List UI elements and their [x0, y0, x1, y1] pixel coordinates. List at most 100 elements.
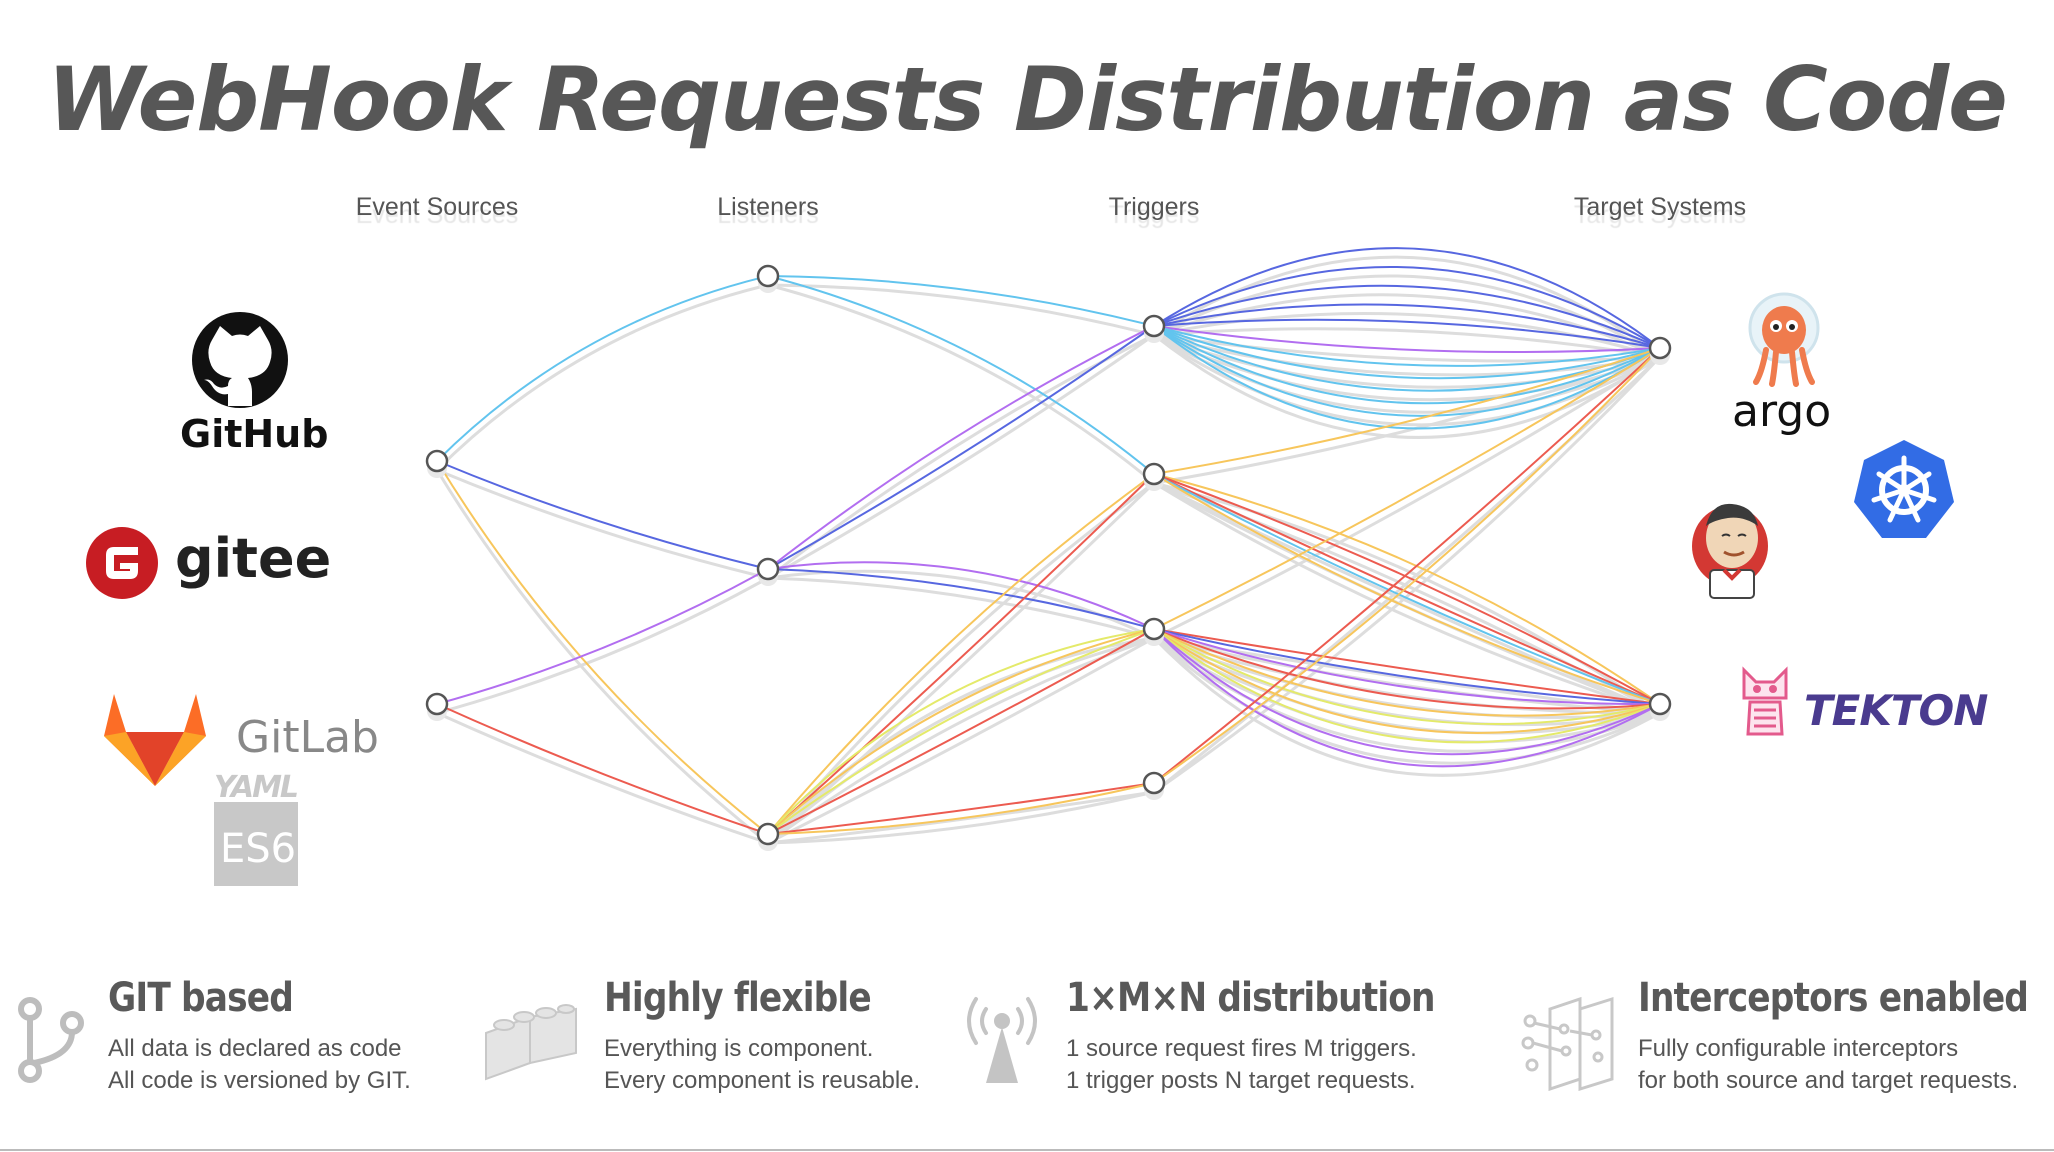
- edge-s2-l3: [436, 703, 769, 835]
- edge-s1-l2: [436, 460, 769, 570]
- edge-shadow: [1153, 355, 1661, 640]
- edge-l2-t1: [767, 325, 1155, 570]
- edge-t3-g1: [1153, 347, 1661, 630]
- edge-t3-g2: [1153, 628, 1661, 706]
- edge-shadow: [1153, 355, 1662, 794]
- edge-t2-g2: [1153, 473, 1661, 705]
- edge-t3-g2: [1153, 628, 1661, 744]
- edge-shadow: [435, 283, 769, 472]
- edge-t3-g2: [1153, 628, 1661, 768]
- edge-t1-g1: [1153, 318, 1661, 349]
- edge-t2-g2: [1153, 473, 1661, 705]
- edge-s2-l2: [436, 568, 769, 705]
- column-label-triggers: Triggers: [1108, 193, 1200, 221]
- edge-shadow: [1153, 636, 1661, 753]
- git-branch-icon: [18, 997, 84, 1083]
- column-label-listeners: Listeners: [717, 193, 819, 221]
- node-t2: [1142, 462, 1166, 486]
- feature-line-1: 1 source request fires M triggers.: [1066, 1035, 1417, 1062]
- edge-l1-t2: [767, 275, 1155, 475]
- node-t1: [1142, 314, 1166, 338]
- edge-t1-g1: [1153, 325, 1661, 417]
- edge-t1-g1: [1153, 325, 1661, 380]
- page-title: WebHook Requests Distribution as Code: [47, 48, 2008, 151]
- feature-line-2: All code is versioned by GIT.: [108, 1067, 411, 1094]
- edge-shadow: [767, 790, 1155, 845]
- node-t4: [1142, 771, 1166, 795]
- edge-l3-t4: [767, 782, 1155, 835]
- edge-s1-l3: [436, 460, 769, 835]
- edge-l1-t1: [767, 275, 1155, 327]
- edge-shadow: [435, 469, 769, 845]
- broadcast-antenna-icon: [967, 997, 1037, 1083]
- node-t3: [1142, 617, 1166, 641]
- feature-title: Interceptors enabled: [1638, 975, 2029, 1021]
- edge-shadow: [767, 333, 1155, 580]
- edges: [436, 247, 1661, 835]
- argo-logo-text: argo: [1732, 386, 1832, 437]
- edge-t1-g1: [1153, 303, 1661, 349]
- feature-line-2: Every component is reusable.: [604, 1067, 921, 1094]
- edge-t3-g2: [1153, 628, 1661, 734]
- edge-s1-l1: [436, 275, 769, 462]
- edge-t1-g1: [1153, 325, 1661, 430]
- tekton-logo-text: TEKTON: [1804, 686, 1988, 735]
- edge-t3-g2: [1153, 628, 1661, 756]
- edge-shadow: [1153, 255, 1661, 359]
- edge-l3-t3: [767, 628, 1155, 835]
- edge-shadow: [767, 333, 1155, 580]
- node-l3: [756, 822, 780, 846]
- edge-t1-g1: [1153, 247, 1661, 349]
- edge-shadow: [436, 468, 769, 580]
- feature-title: GIT based: [108, 975, 294, 1021]
- column-label-target-systems: Target Systems: [1573, 193, 1747, 221]
- gitee-icon: [86, 527, 158, 599]
- gitlab-icon: [102, 692, 208, 788]
- edge-l3-t2: [767, 473, 1155, 835]
- nodes: [425, 264, 1672, 851]
- edge-shadow: [1153, 312, 1661, 359]
- edge-shadow: [1153, 333, 1661, 389]
- filter-layers-icon: [1521, 996, 1614, 1091]
- feature-line-1: Everything is component.: [604, 1035, 874, 1062]
- edge-shadow: [767, 576, 1155, 640]
- feature-title: Highly flexible: [604, 975, 872, 1021]
- github-logo-text: GitHub: [180, 412, 329, 456]
- feature-line-2: for both source and target requests.: [1638, 1067, 2019, 1094]
- edge-t3-g2: [1153, 628, 1661, 705]
- edge-t1-g1: [1153, 284, 1661, 349]
- edge-l2-t3: [767, 568, 1155, 630]
- es6-icon: ES6: [214, 802, 298, 886]
- edge-t1-g1: [1153, 325, 1661, 367]
- edge-shadow: [1153, 481, 1661, 715]
- edge-t2-g2: [1153, 473, 1661, 705]
- column-label-event-sources: Event Sources: [355, 193, 519, 221]
- edge-t3-g2: [1153, 628, 1661, 725]
- edge-l2-t1: [767, 325, 1155, 570]
- edge-shadow: [767, 790, 1155, 845]
- edge-l3-t3: [767, 628, 1155, 835]
- kubernetes-icon: [1852, 438, 1956, 542]
- node-g1: [1648, 336, 1672, 360]
- node-l2: [756, 557, 780, 581]
- edge-shadow: [1153, 333, 1661, 363]
- feature-line-1: All data is declared as code: [108, 1035, 402, 1062]
- edge-shadow: [767, 283, 1155, 485]
- edge-l3-t4: [767, 782, 1155, 835]
- edge-shadow: [1152, 636, 1661, 777]
- tekton-cat-icon: [1736, 664, 1794, 738]
- bottom-divider: [0, 1149, 2054, 1151]
- node-s1: [425, 449, 449, 473]
- edge-t3-g2: [1153, 628, 1661, 705]
- node-l1: [756, 264, 780, 288]
- argo-octopus-icon: [1738, 292, 1830, 388]
- edge-t2-g2: [1153, 473, 1661, 705]
- gitlab-logo-text: GitLab: [236, 712, 379, 763]
- edge-shadow: [766, 636, 1155, 845]
- jenkins-icon: [1688, 496, 1772, 604]
- edge-shadow: [1152, 636, 1661, 765]
- feature-line-1: Fully configurable interceptors: [1638, 1035, 1959, 1062]
- edge-shadow: [767, 636, 1155, 845]
- feature-title: 1×M×N distribution: [1066, 975, 1436, 1021]
